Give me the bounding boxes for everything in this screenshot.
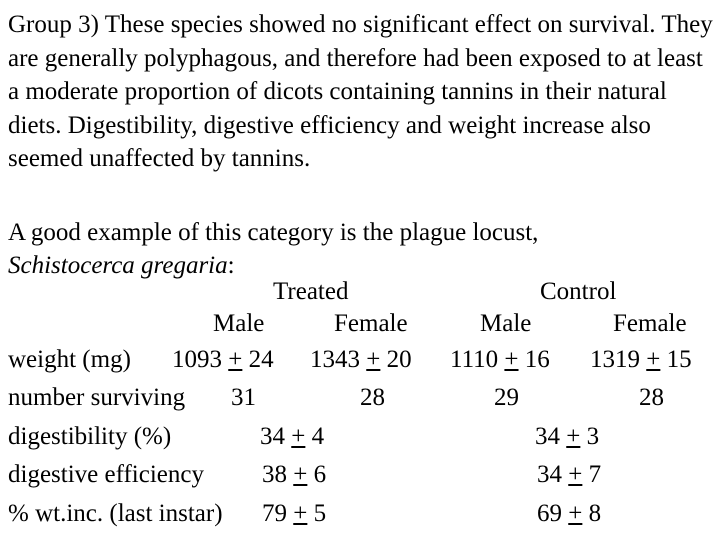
cell-weight-treated-male: 1093 + 24 [172, 346, 274, 373]
cell-digestibility-treated: 34 + 4 [260, 423, 325, 450]
cell-surviving-treated-male: 31 [231, 384, 256, 411]
cell-surviving-control-male: 29 [494, 384, 519, 411]
paragraph-example: A good example of this category is the p… [8, 216, 714, 282]
row-label-wt-inc: % wt.inc. (last instar) [8, 500, 223, 527]
row-label-digestibility: digestibility (%) [8, 423, 172, 450]
cell-efficiency-treated: 38 + 6 [262, 461, 327, 488]
cell-weight-treated-female: 1343 + 20 [310, 346, 412, 373]
header-treated-female: Female [334, 310, 408, 337]
header-control: Control [540, 278, 617, 305]
paragraph-group3: Group 3) These species showed no signifi… [8, 11, 713, 172]
cell-weight-control-female: 1319 + 15 [590, 346, 692, 373]
header-treated-male: Male [213, 310, 265, 337]
header-treated: Treated [273, 278, 349, 305]
row-label-surviving: number surviving [8, 384, 186, 411]
cell-weight-control-male: 1110 + 16 [450, 346, 550, 373]
species-suffix: : [227, 252, 235, 279]
cell-wtinc-treated: 79 + 5 [262, 500, 327, 527]
cell-surviving-control-female: 28 [639, 384, 664, 411]
species-name: Schistocerca gregaria [8, 252, 228, 279]
cell-surviving-treated-female: 28 [360, 384, 385, 411]
cell-efficiency-control: 34 + 7 [537, 461, 602, 488]
row-label-digestive-efficiency: digestive efficiency [8, 461, 204, 488]
cell-wtinc-control: 69 + 8 [537, 500, 602, 527]
header-control-male: Male [480, 310, 532, 337]
row-label-weight: weight (mg) [8, 346, 131, 373]
cell-digestibility-control: 34 + 3 [535, 423, 600, 450]
header-control-female: Female [613, 310, 687, 337]
example-text: A good example of this category is the p… [8, 219, 539, 246]
